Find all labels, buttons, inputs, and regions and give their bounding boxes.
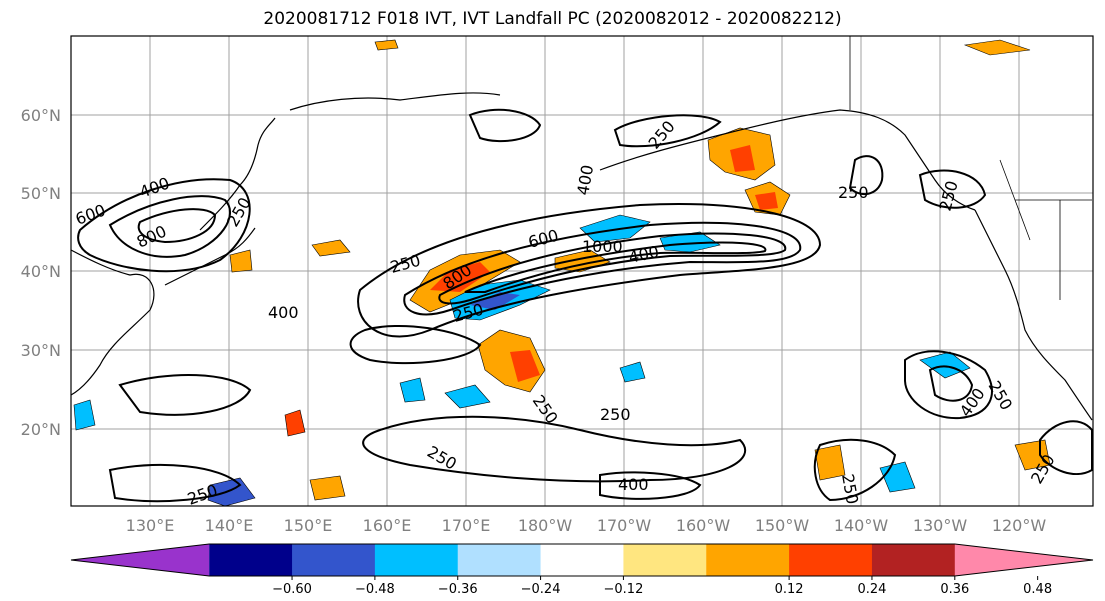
lon-label: 170°E	[442, 516, 491, 535]
ivt-contours	[77, 108, 1093, 503]
shade-patch	[919, 351, 971, 379]
colorbar: −0.60 −0.48 −0.36 −0.24 −0.12 0.12 0.24 0.36 0.4…	[70, 543, 1094, 597]
colorbar-extend-min	[71, 544, 210, 576]
border-line	[999, 159, 1031, 241]
contour-800	[464, 241, 767, 293]
lat-label: 60°N	[21, 106, 61, 125]
colorbar-extend-max	[954, 544, 1093, 576]
contour-400-south	[599, 471, 702, 500]
contour-label: 1000	[582, 237, 623, 256]
contour-label: 250	[600, 405, 631, 424]
colorbar-tick-label: −0.24	[521, 582, 561, 597]
shade-patch	[73, 399, 96, 431]
shade-patch	[430, 262, 490, 292]
contour-250-south	[362, 415, 747, 483]
asia-coast	[70, 249, 155, 396]
lat-label: 50°N	[21, 184, 61, 203]
japan-coast	[164, 227, 256, 286]
colorbar-segment	[540, 544, 624, 576]
contour-250-goa	[848, 155, 884, 196]
na-west-coast	[974, 209, 1093, 421]
lon-label: 140°E	[205, 516, 254, 535]
map-frame	[70, 35, 1094, 507]
colorbar-tick-label: −0.48	[355, 582, 395, 597]
colorbar-outline	[70, 543, 1094, 577]
contour-400-east	[928, 365, 974, 402]
colorbar-segment	[457, 544, 542, 576]
alaska-coast	[599, 109, 976, 211]
lon-label: 160°E	[363, 516, 412, 535]
lat-label: 20°N	[21, 420, 61, 439]
lon-label: 160°W	[676, 516, 731, 535]
shade-patch	[963, 39, 1031, 56]
colorbar-tick-label: 0.48	[1023, 582, 1052, 597]
shade-patch	[755, 192, 778, 210]
shade-patch	[470, 292, 520, 310]
map-title: 2020081712 F018 IVT, IVT Landfall PC (20…	[263, 9, 842, 29]
colorbar-tick-label: −0.60	[272, 582, 312, 597]
latitude-labels: 60°N 50°N 40°N 30°N 20°N	[21, 106, 61, 439]
japan-kuril-coast	[199, 117, 276, 231]
colorbar-tick-label: −0.12	[604, 582, 644, 597]
shade-patch	[730, 145, 755, 172]
colorbar-segment	[374, 544, 459, 576]
contour-small	[349, 325, 482, 365]
contour-250-canada	[918, 169, 987, 209]
shade-patch	[309, 475, 346, 501]
lon-label: 130°W	[913, 516, 968, 535]
contour-250-alaska	[613, 114, 722, 148]
contour-400	[403, 221, 802, 316]
colorbar-tick-label: 0.36	[940, 582, 969, 597]
lon-label: 150°W	[755, 516, 810, 535]
colorbar-segment	[789, 544, 873, 576]
shade-patch	[311, 239, 351, 257]
contour-label: 250	[838, 183, 869, 202]
lon-label: 120°W	[992, 516, 1047, 535]
kamchatka-coast	[289, 92, 501, 111]
lat-label: 30°N	[21, 341, 61, 360]
colorbar-segment	[623, 544, 707, 576]
shade-patch	[229, 249, 253, 273]
shade-patch	[510, 350, 540, 382]
lon-label: 140°W	[834, 516, 889, 535]
shade-patch	[579, 214, 651, 243]
contour-small	[468, 108, 542, 143]
contour-250-sw2	[108, 464, 242, 503]
contour-250-east	[904, 350, 993, 420]
colorbar-segment	[871, 544, 956, 576]
lon-label: 150°E	[284, 516, 333, 535]
colorbar-segment	[706, 544, 790, 576]
shade-patch	[399, 377, 426, 403]
colorbar-tick-label: 0.24	[857, 582, 886, 597]
colorbar-segment	[292, 544, 376, 576]
colorbar-tick-label: −0.36	[438, 582, 478, 597]
colorbar-segment	[209, 544, 293, 576]
shade-patch	[619, 361, 646, 383]
lon-label: 180°W	[518, 516, 573, 535]
colorbar-tick-label: 0.12	[775, 582, 804, 597]
lon-label: 130°E	[126, 516, 175, 535]
contour-400-west	[108, 195, 231, 258]
contour-250	[357, 203, 822, 338]
contour-600	[438, 232, 787, 305]
contour-250-se	[813, 438, 897, 502]
contour-800-west	[137, 208, 217, 244]
longitude-labels: 130°E 140°E 150°E 160°E 170°E 180°W 170°W 160°W…	[126, 516, 1047, 535]
contour-label: 400	[268, 303, 299, 322]
shade-patch	[814, 444, 846, 481]
coastlines	[70, 36, 1093, 421]
shade-patch	[444, 384, 491, 409]
contour-250-sw	[118, 374, 252, 416]
contour-250-coast	[1039, 420, 1093, 475]
shade-patch	[374, 39, 399, 51]
contour-label: 400	[618, 475, 649, 494]
shade-patch	[284, 409, 306, 437]
lat-label: 40°N	[21, 262, 61, 281]
lon-label: 170°W	[597, 516, 652, 535]
